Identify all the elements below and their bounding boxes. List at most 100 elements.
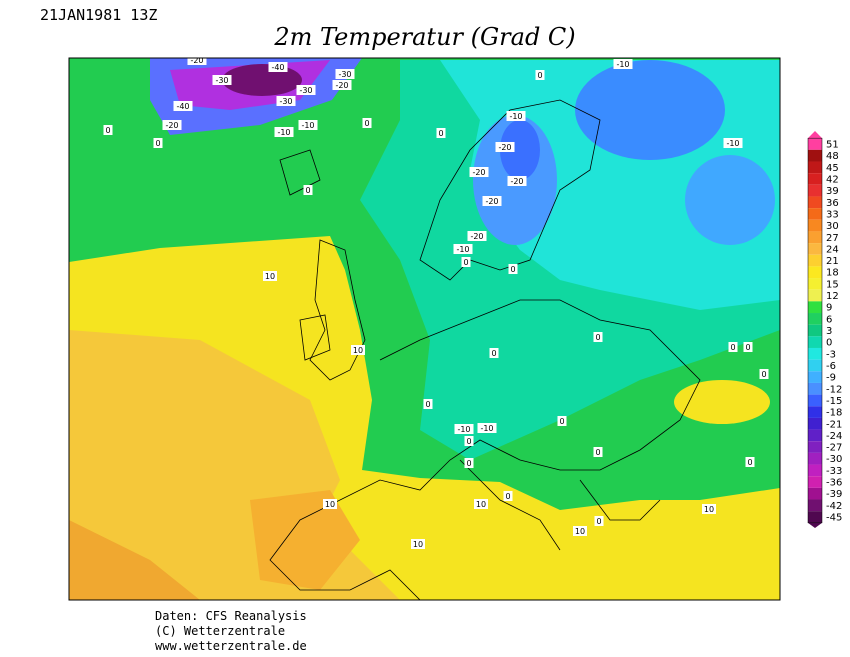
- contour-label: -10: [480, 424, 493, 433]
- contour-label-bg: [506, 111, 526, 121]
- colorbar-label: -6: [826, 361, 836, 372]
- colorbar-swatch: [808, 301, 822, 314]
- colorbar-swatch: [808, 161, 822, 174]
- contour-label: 0: [305, 186, 310, 195]
- contour-label: 10: [476, 500, 486, 509]
- colorbar-swatch: [808, 138, 822, 150]
- contour-label-bg: [508, 264, 518, 274]
- contour-label: 0: [730, 343, 735, 352]
- colorbar-swatch: [808, 511, 822, 523]
- colorbar-label: -30: [826, 454, 842, 465]
- contour-label: -20: [335, 81, 348, 90]
- contour-label: 0: [747, 458, 752, 467]
- colorbar-label: -3: [826, 349, 836, 360]
- contour-label: -20: [470, 232, 483, 241]
- contour-label-bg: [469, 167, 489, 177]
- contour-label: 0: [463, 258, 468, 267]
- contour-label-bg: [263, 271, 277, 281]
- contour-label-bg: [593, 447, 603, 457]
- colorbar-label: -15: [826, 396, 842, 407]
- contour-label: -20: [472, 168, 485, 177]
- contour-label-bg: [474, 499, 488, 509]
- contour-label: 10: [325, 500, 335, 509]
- contour-label-bg: [436, 128, 446, 138]
- contour-label-bg: [495, 142, 515, 152]
- contour-label-bg: [613, 59, 633, 69]
- contour-label: 0: [745, 343, 750, 352]
- footer: Daten: CFS Reanalysis(C) Wetterzentralew…: [155, 609, 307, 653]
- colorbar-label: 45: [826, 163, 839, 174]
- colorbar-swatch: [808, 336, 822, 348]
- contour-label-bg: [362, 118, 372, 128]
- colorbar-label: -33: [826, 466, 842, 477]
- colorbar-label: -36: [826, 478, 842, 489]
- contour-label: 0: [105, 126, 110, 135]
- colorbar-swatch: [808, 499, 822, 512]
- map-frame: [68, 57, 781, 601]
- colorbar-swatch: [808, 441, 822, 453]
- colorbar-label: 15: [826, 279, 839, 290]
- contour-label-bg: [276, 96, 296, 106]
- contour-label: 10: [413, 540, 423, 549]
- contour-label-bg: [153, 138, 163, 148]
- colorbar-swatch: [808, 371, 822, 383]
- contour-label-bg: [535, 70, 545, 80]
- colorbar-label: 21: [826, 256, 839, 267]
- contour-label: 0: [491, 349, 496, 358]
- footer-line: www.wetterzentrale.de: [155, 639, 307, 653]
- contour-label-bg: [743, 342, 753, 352]
- contour-label: -10: [456, 245, 469, 254]
- contour-label-bg: [507, 176, 527, 186]
- colorbar-label: -45: [826, 513, 842, 524]
- contour-label-bg: [187, 58, 207, 65]
- contour-label: -20: [510, 177, 523, 186]
- colorbar-swatch: [808, 313, 822, 325]
- contour-label-bg: [173, 101, 193, 111]
- colorbar-swatch: [808, 347, 822, 360]
- contour-label-bg: [745, 457, 755, 467]
- colorbar-swatch: [808, 266, 822, 279]
- contour-label-bg: [482, 196, 502, 206]
- contour-label-bg: [464, 436, 474, 446]
- colorbar-swatch: [808, 487, 822, 500]
- contour-label: 10: [353, 346, 363, 355]
- contour-label-bg: [461, 257, 471, 267]
- contour-label-bg: [423, 399, 433, 409]
- contour-label-bg: [274, 127, 294, 137]
- colorbar-label: 9: [826, 303, 832, 314]
- colorbar-label: 42: [826, 174, 839, 185]
- contour-label: 10: [575, 527, 585, 536]
- colorbar-swatch: [808, 359, 822, 372]
- contour-label: 0: [364, 119, 369, 128]
- colorbar-label: 33: [826, 209, 839, 220]
- contour-label-bg: [162, 120, 182, 130]
- contour-label: -10: [726, 139, 739, 148]
- contour-label: -30: [338, 70, 351, 79]
- contour-label-bg: [296, 85, 316, 95]
- contour-label: -20: [165, 121, 178, 130]
- colorbar-swatch: [808, 394, 822, 407]
- contour-label: 10: [704, 505, 714, 514]
- contour-label: -10: [616, 60, 629, 69]
- colorbar-label: 27: [826, 233, 839, 244]
- colorbar-swatch: [808, 208, 822, 220]
- contour-label-bg: [268, 62, 288, 72]
- contour-label: -10: [457, 425, 470, 434]
- contour-label-bg: [351, 345, 365, 355]
- colorbar-label: 24: [826, 244, 839, 255]
- footer-line: Daten: CFS Reanalysis: [155, 609, 307, 623]
- colorbar-label: 48: [826, 151, 839, 162]
- contour-label: 10: [265, 272, 275, 281]
- contour-label: -40: [176, 102, 189, 111]
- contour-label-bg: [303, 185, 313, 195]
- contour-label: -20: [190, 56, 203, 65]
- contour-label: 0: [466, 459, 471, 468]
- colorbar-swatch: [808, 429, 822, 442]
- contour-label: 0: [425, 400, 430, 409]
- colorbar-swatch: [808, 231, 822, 244]
- contour-label: -40: [271, 63, 284, 72]
- contour-label-bg: [477, 423, 497, 433]
- contour-label-bg: [103, 125, 113, 135]
- colorbar-label: -27: [826, 443, 842, 454]
- colorbar-label: -39: [826, 489, 842, 500]
